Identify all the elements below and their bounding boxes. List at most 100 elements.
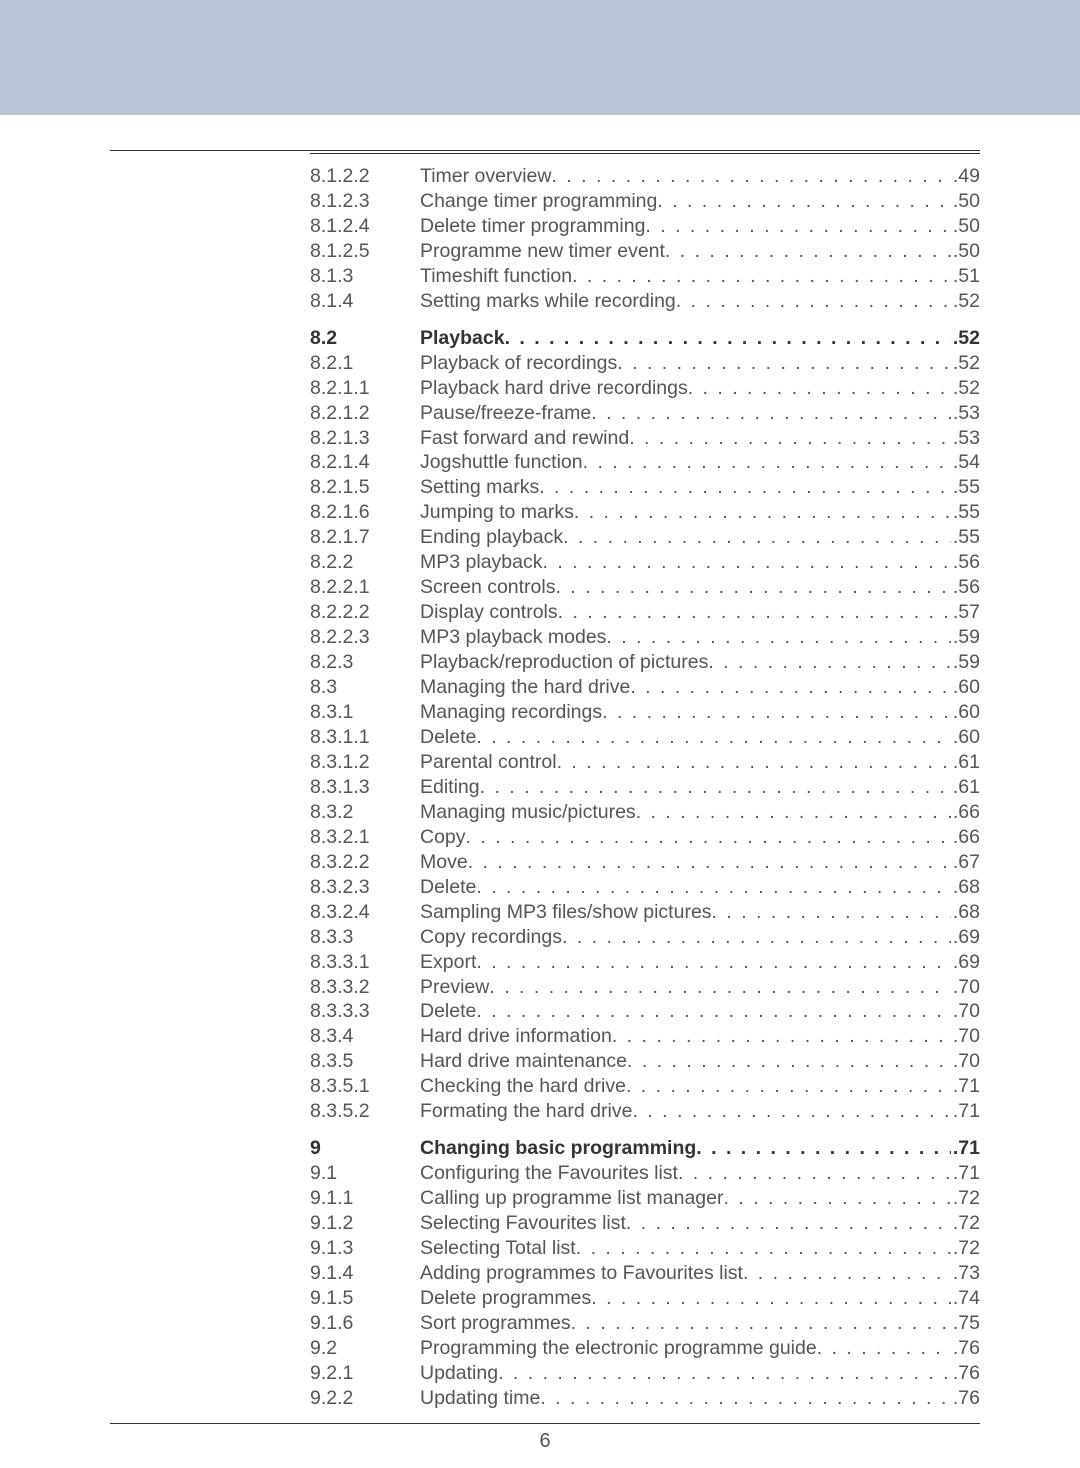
toc-title: MP3 playback modes: [420, 625, 606, 650]
toc-title: Sort programmes: [420, 1311, 571, 1336]
toc-row: 8.3.5.2Formating the hard drive .71: [310, 1099, 980, 1124]
toc-row: 8.2.2.3MP3 playback modes .59: [310, 625, 980, 650]
toc-number: 8.3.5: [310, 1049, 420, 1074]
toc-number: 8.2.2.1: [310, 575, 420, 600]
toc-row: 8.3.4Hard drive information .70: [310, 1024, 980, 1049]
toc-leader-dots: [617, 351, 951, 376]
toc-title: Delete programmes: [420, 1286, 591, 1311]
toc-number: 8.3.2.2: [310, 850, 420, 875]
toc-page: .55: [951, 500, 980, 525]
toc-title: Copy: [420, 825, 466, 850]
toc-number: 8.2.1.1: [310, 376, 420, 401]
toc-title: Setting marks while recording: [420, 289, 676, 314]
toc-row: 8.3.3.3Delete .70: [310, 999, 980, 1024]
toc-leader-dots: [602, 700, 951, 725]
toc-leader-dots: [480, 775, 951, 800]
toc-leader-dots: [591, 401, 951, 426]
toc-page: .68: [951, 900, 980, 925]
toc-row: 9.2Programming the electronic programme …: [310, 1336, 980, 1361]
toc-row: 8.2.1.5Setting marks .55: [310, 475, 980, 500]
toc-page: .60: [951, 700, 980, 725]
toc-leader-dots: [665, 239, 951, 264]
toc-leader-dots: [551, 164, 950, 189]
toc-number: 8.1.2.2: [310, 164, 420, 189]
toc-number: 8.2: [310, 326, 420, 351]
toc-title: Copy recordings: [420, 925, 562, 950]
section-gap: [310, 314, 980, 326]
toc-number: 8.2.1.2: [310, 401, 420, 426]
toc-leader-dots: [572, 264, 951, 289]
toc-leader-dots: [688, 376, 951, 401]
toc-row: 8.2.3Playback/reproduction of pictures .…: [310, 650, 980, 675]
toc-title: Playback: [420, 326, 505, 351]
toc-page: .55: [951, 525, 980, 550]
toc-row: 9.1.1Calling up programme list manager .…: [310, 1186, 980, 1211]
toc-title: Delete timer programming: [420, 214, 645, 239]
toc-title: Parental control: [420, 750, 557, 775]
toc-number: 8.2.3: [310, 650, 420, 675]
toc-title: Playback of recordings: [420, 351, 617, 376]
toc-leader-dots: [629, 426, 951, 451]
toc-page: .57: [951, 600, 980, 625]
toc-number: 8.3.2.1: [310, 825, 420, 850]
toc-row: 9.1.4Adding programmes to Favourites lis…: [310, 1261, 980, 1286]
toc-title: Programming the electronic programme gui…: [420, 1336, 817, 1361]
toc-page: .52: [951, 351, 980, 376]
toc-leader-dots: [563, 525, 951, 550]
toc-leader-dots: [557, 750, 951, 775]
toc-number: 8.1.3: [310, 264, 420, 289]
toc-row: 8.2.1.2Pause/freeze-frame .53: [310, 401, 980, 426]
toc-title: Playback hard drive recordings: [420, 376, 688, 401]
toc-leader-dots: [606, 625, 950, 650]
toc-leader-dots: [817, 1336, 951, 1361]
toc-title: Delete: [420, 999, 476, 1024]
toc-leader-dots: [678, 1161, 951, 1186]
toc-title: Managing music/pictures: [420, 800, 636, 825]
toc-number: 8.2.1.4: [310, 450, 420, 475]
toc-row: 9.1Configuring the Favourites list .71: [310, 1161, 980, 1186]
toc-page: .60: [951, 725, 980, 750]
toc-row: 8.3Managing the hard drive .60: [310, 675, 980, 700]
toc-title: Checking the hard drive: [420, 1074, 626, 1099]
toc-row: 8.3.1.2Parental control .61: [310, 750, 980, 775]
toc-leader-dots: [612, 1024, 951, 1049]
toc-number: 8.3.3.2: [310, 975, 420, 1000]
toc-page: .56: [951, 575, 980, 600]
toc-row: 9.2.2Updating time .76: [310, 1386, 980, 1411]
toc-number: 8.2.1.6: [310, 500, 420, 525]
toc-number: 8.1.2.5: [310, 239, 420, 264]
toc-title: Screen controls: [420, 575, 555, 600]
toc-page: .55: [951, 475, 980, 500]
toc-row: 8.2.1.6Jumping to marks .55: [310, 500, 980, 525]
toc-row: 8.3.2Managing music/pictures .66: [310, 800, 980, 825]
toc-page: .74: [951, 1286, 980, 1311]
toc-title: Jumping to marks: [420, 500, 574, 525]
toc-title: Display controls: [420, 600, 558, 625]
toc-row: 8.3.2.4Sampling MP3 files/show pictures …: [310, 900, 980, 925]
toc-page: .69: [951, 925, 980, 950]
toc-page: .69: [951, 950, 980, 975]
toc-page: .72: [951, 1186, 980, 1211]
toc-row: 8.1.2.4Delete timer programming .50: [310, 214, 980, 239]
toc-title: Preview: [420, 975, 489, 1000]
toc-page: .70: [951, 999, 980, 1024]
toc-row: 8.1.2.5Programme new timer event .50: [310, 239, 980, 264]
toc-title: Hard drive maintenance: [420, 1049, 627, 1074]
bottom-rule: [110, 1423, 980, 1424]
toc-leader-dots: [632, 1099, 950, 1124]
toc-title: Move: [420, 850, 468, 875]
toc-leader-dots: [723, 1186, 950, 1211]
toc-number: 8.2.2.3: [310, 625, 420, 650]
toc-title: Fast forward and rewind: [420, 426, 629, 451]
page-number: 6: [110, 1430, 980, 1453]
toc-row: 9.1.2Selecting Favourites list .72: [310, 1211, 980, 1236]
toc-page: .50: [951, 214, 980, 239]
toc-row: 8.2.1.1Playback hard drive recordings .5…: [310, 376, 980, 401]
toc-leader-dots: [743, 1261, 951, 1286]
toc-row: 8.3.3.2Preview .70: [310, 975, 980, 1000]
toc-number: 9.2.2: [310, 1386, 420, 1411]
toc-page: .53: [951, 426, 980, 451]
toc-leader-dots: [712, 900, 951, 925]
toc-number: 8.3.2: [310, 800, 420, 825]
toc-page: .61: [951, 750, 980, 775]
